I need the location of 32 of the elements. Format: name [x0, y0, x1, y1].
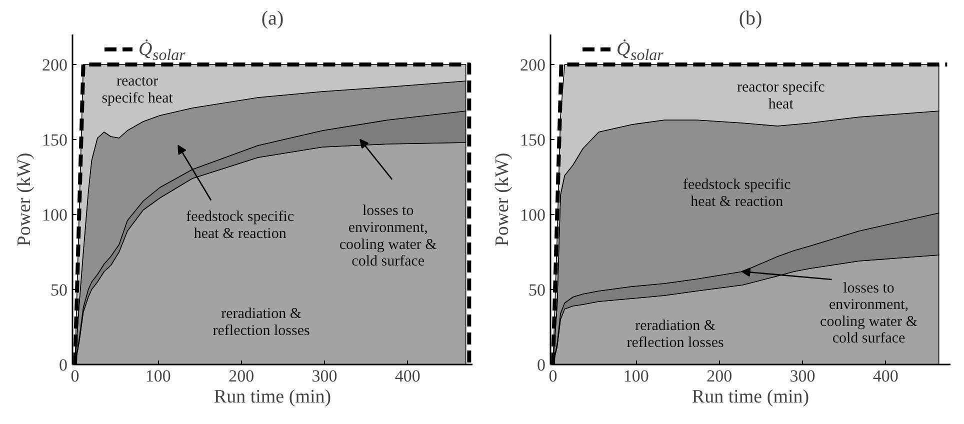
- y-tick-label: 50: [50, 280, 68, 300]
- y-axis-title: Power (kW): [14, 152, 35, 246]
- chart-title: (b): [738, 8, 762, 30]
- y-tick-label: 150: [42, 130, 68, 150]
- x-tick-label: 300: [790, 366, 816, 386]
- x-tick-label: 400: [872, 366, 898, 386]
- x-axis-title: Run time (min): [214, 386, 332, 408]
- annotation: reradiation & reflection losses: [212, 306, 310, 339]
- x-tick-label: 300: [312, 366, 338, 386]
- x-tick-label: 100: [623, 366, 649, 386]
- y-tick-label: 100: [520, 206, 546, 224]
- x-axis-title: Run time (min): [692, 386, 810, 408]
- chart-title: (a): [261, 8, 284, 30]
- y-tick-label: 200: [520, 56, 546, 74]
- annotation: feedstock specific heat & reaction: [186, 208, 294, 242]
- annotation: reradiation & reflection losses: [626, 318, 724, 351]
- y-tick-label: 150: [520, 130, 546, 150]
- x-tick-label: 0: [70, 366, 80, 386]
- y-tick-label: 100: [42, 206, 68, 224]
- annotation: losses to environment, cooling water & cold surface: [820, 280, 918, 347]
- annotation: feedstock specific heat & reaction: [682, 177, 792, 210]
- annotation: reactor specifc heat: [102, 74, 174, 106]
- annotation: reactor specifc heat: [736, 79, 826, 112]
- annotation: losses to environment, cooling water & cold surface: [339, 203, 438, 270]
- y-axis-title: Power (kW): [492, 152, 513, 246]
- x-tick-label: 200: [228, 366, 254, 386]
- y-tick-label: 50: [528, 280, 546, 300]
- x-tick-label: 200: [706, 366, 732, 386]
- y-tick-label: 200: [42, 56, 68, 74]
- x-tick-label: 0: [548, 366, 558, 386]
- x-tick-label: 100: [145, 366, 171, 386]
- x-tick-label: 400: [394, 366, 420, 386]
